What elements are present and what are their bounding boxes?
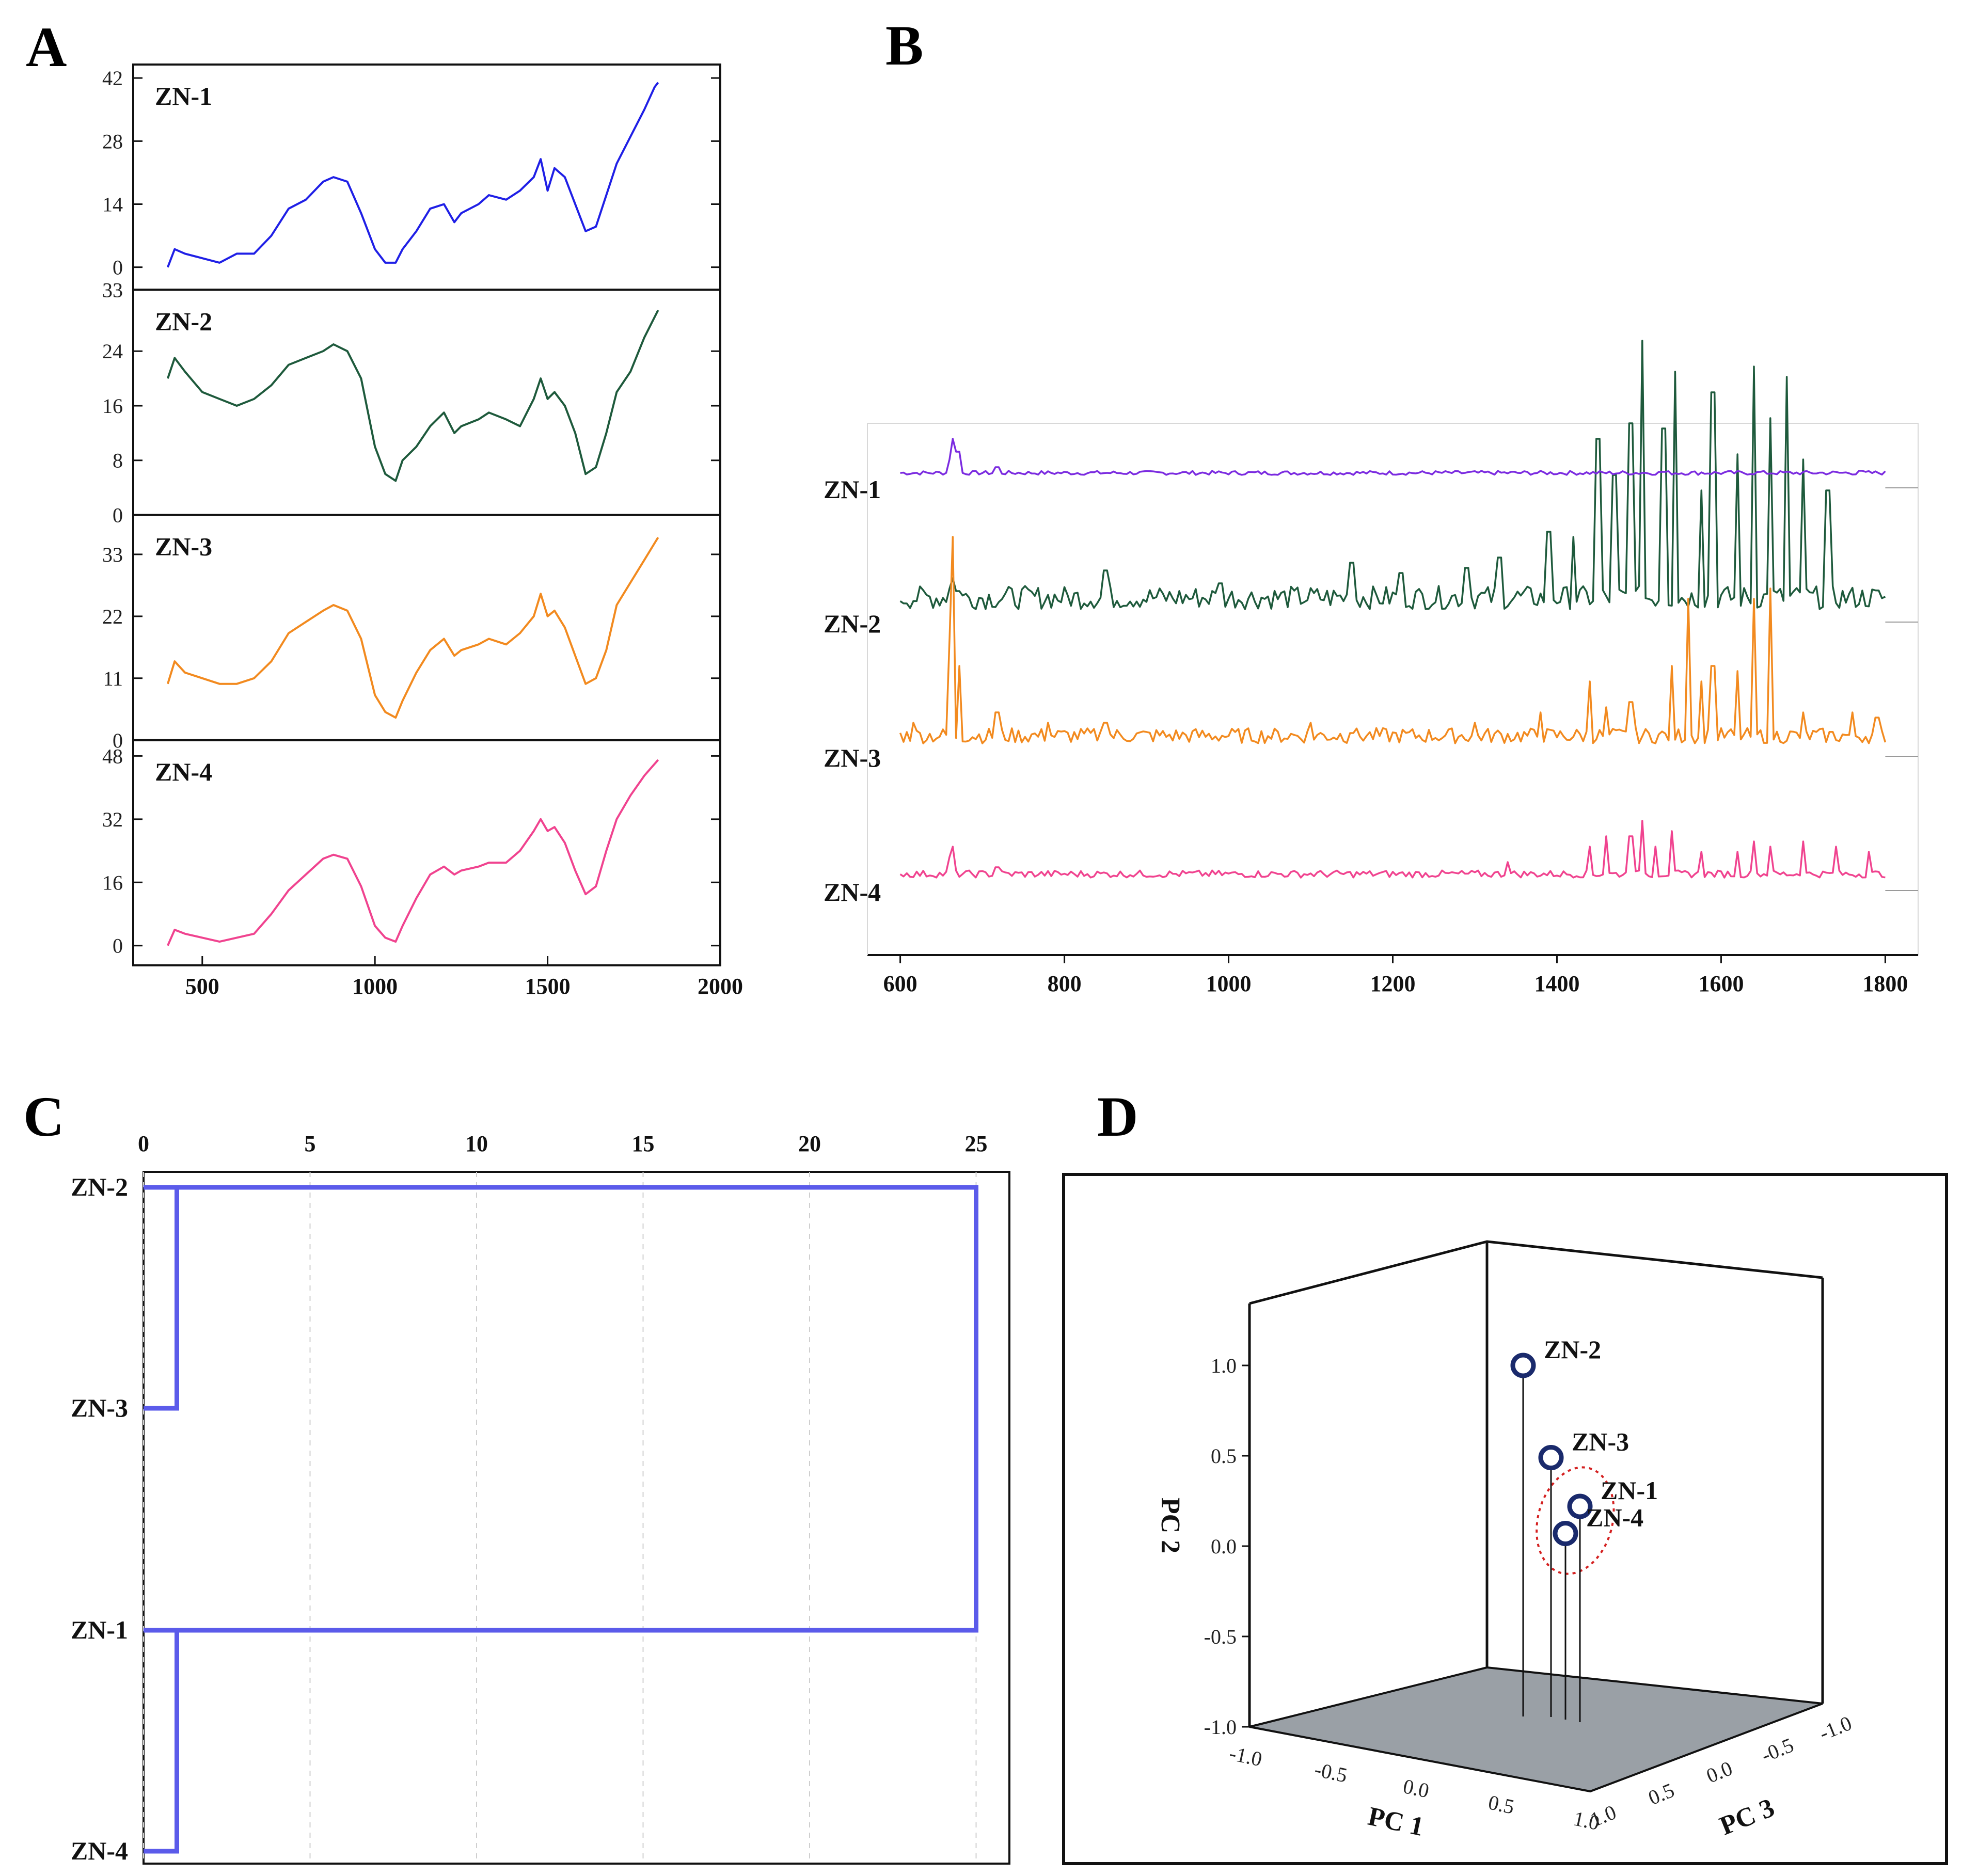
series-label: ZN-2 xyxy=(155,307,212,336)
y-tick-label: 24 xyxy=(102,340,123,363)
leaf-label: ZN-2 xyxy=(71,1172,128,1201)
spectrum-line-zn-1 xyxy=(900,438,1886,476)
z-tick-label: -0.5 xyxy=(1758,1733,1797,1767)
z-axis-label: PC 3 xyxy=(1716,1793,1779,1841)
x-axis-label: PC 1 xyxy=(1366,1802,1427,1842)
x-tick-label: 15 xyxy=(632,1131,655,1156)
cube-top-edge xyxy=(1249,1240,1823,1305)
panel-c-letter: C xyxy=(23,1085,64,1148)
leaf-label: ZN-1 xyxy=(71,1615,128,1644)
x-tick-label: 1600 xyxy=(1698,971,1744,996)
leaf-label: ZN-4 xyxy=(71,1836,128,1865)
scatter-point-zn-2 xyxy=(1510,1353,1536,1378)
cluster-highlight-ring xyxy=(1536,1466,1615,1575)
y-tick-label: 8 xyxy=(113,449,123,472)
y-tick-label: -1.0 xyxy=(1204,1715,1237,1739)
series-label: ZN-1 xyxy=(824,475,881,504)
y-tick-label: 42 xyxy=(102,67,123,90)
leaf-label: ZN-3 xyxy=(71,1393,128,1422)
x-tick-label: 1000 xyxy=(352,974,398,999)
x-tick-label: 20 xyxy=(798,1131,821,1156)
spectrum-line-zn-2 xyxy=(899,340,1886,610)
y-tick-label: 16 xyxy=(102,394,123,418)
panel-b: 600 800 1000 1200 1400 1600 1800 ZN-1 ZN-2 ZN-3 ZN… xyxy=(824,340,1919,996)
series-line-zn-1 xyxy=(167,82,659,268)
point-label: ZN-4 xyxy=(1586,1503,1643,1532)
x-tick-label: 0.5 xyxy=(1486,1790,1516,1818)
subplot-frame xyxy=(132,514,721,741)
z-tick-label: 0.0 xyxy=(1703,1756,1735,1787)
x-tick-label: 0 xyxy=(138,1131,149,1156)
subplot-frame xyxy=(132,739,721,966)
x-tick-label: 25 xyxy=(965,1131,988,1156)
x-tick-label: -1.0 xyxy=(1227,1741,1264,1771)
y-tick-label: 0 xyxy=(113,504,123,527)
x-tick-label: 1200 xyxy=(1370,971,1416,996)
x-tick-label: 1800 xyxy=(1862,971,1908,996)
spectrum-line-zn-3 xyxy=(899,536,1887,744)
panel-frame xyxy=(1062,1173,1948,1865)
z-tick-label: -1.0 xyxy=(1816,1711,1855,1745)
z-tick-label: 0.5 xyxy=(1645,1778,1678,1809)
panel-c: 0 5 10 15 20 25 ZN-2 ZN-3 ZN-1 ZN-4 xyxy=(71,1131,1010,1865)
y-tick-label: 33 xyxy=(102,543,123,566)
series-label: ZN-4 xyxy=(155,757,212,786)
spectrum-line-zn-4 xyxy=(899,820,1886,879)
series-line-zn-2 xyxy=(167,309,659,482)
x-tick-label: -0.5 xyxy=(1312,1757,1349,1787)
y-tick-label: 28 xyxy=(102,130,123,153)
point-label: ZN-3 xyxy=(1572,1427,1629,1456)
subplot-frame xyxy=(132,63,721,291)
x-tick-label: 0.0 xyxy=(1401,1774,1431,1802)
y-tick-label: 16 xyxy=(102,871,123,894)
series-label: ZN-3 xyxy=(155,532,212,561)
x-tick-label: 1000 xyxy=(1206,971,1252,996)
x-tick-label: 1.0 xyxy=(1572,1807,1602,1835)
series-label: ZN-4 xyxy=(824,878,881,907)
y-axis-label: PC 2 xyxy=(1156,1498,1185,1553)
y-tick-label: 0.5 xyxy=(1211,1444,1237,1468)
point-label: ZN-1 xyxy=(1601,1476,1658,1505)
y-tick-label: 32 xyxy=(102,808,123,831)
scatter-point-zn-4 xyxy=(1553,1521,1578,1546)
x-tick-label: 500 xyxy=(185,974,219,999)
y-tick-label: 48 xyxy=(102,744,123,768)
scatter-point-zn-3 xyxy=(1538,1445,1564,1470)
panel-d: 1.0 0.5 0.0 -0.5 -1.0 PC 2 -1.0 -0.5 0.0 0.5 1.0 PC… xyxy=(1062,1173,1948,1865)
dendro-link xyxy=(177,1185,978,1633)
series-line-zn-4 xyxy=(167,759,659,946)
y-tick-label: 11 xyxy=(103,667,123,690)
scatter-point-zn-1 xyxy=(1567,1493,1593,1519)
y-tick-label: 33 xyxy=(102,278,123,301)
panel-a: 0 14 28 42 ZN-1 0 8 16 24 33 ZN-2 0 11 22 33 ZN-3 0 16 32 4… xyxy=(102,63,743,999)
dendro-link xyxy=(144,1628,179,1854)
series-label: ZN-1 xyxy=(155,82,212,110)
x-tick-label: 1400 xyxy=(1534,971,1579,996)
y-tick-label: 0.0 xyxy=(1211,1535,1237,1558)
y-tick-label: -0.5 xyxy=(1204,1625,1237,1648)
x-tick-label: 800 xyxy=(1048,971,1082,996)
plot-frame xyxy=(143,1171,1010,1865)
subplot-frame xyxy=(132,289,721,516)
x-tick-label: 2000 xyxy=(698,974,743,999)
dendro-link xyxy=(144,1185,179,1411)
y-tick-label: 1.0 xyxy=(1211,1354,1237,1377)
x-tick-label: 10 xyxy=(465,1131,488,1156)
series-label: ZN-3 xyxy=(824,743,881,772)
panel-d-letter: D xyxy=(1097,1085,1138,1148)
series-label: ZN-2 xyxy=(824,609,881,638)
y-tick-label: 0 xyxy=(113,934,123,958)
y-tick-label: 0 xyxy=(113,256,123,279)
y-tick-label: 22 xyxy=(102,605,123,628)
panel-b-letter: B xyxy=(885,14,923,77)
x-tick-label: 5 xyxy=(305,1131,316,1156)
x-tick-label: 1500 xyxy=(525,974,571,999)
y-tick-label: 14 xyxy=(102,193,123,216)
y-tick-label: 0 xyxy=(113,729,123,752)
point-label: ZN-2 xyxy=(1544,1335,1601,1364)
x-tick-label: 600 xyxy=(883,971,917,996)
series-line-zn-3 xyxy=(166,537,659,719)
panel-a-letter: A xyxy=(26,15,67,78)
